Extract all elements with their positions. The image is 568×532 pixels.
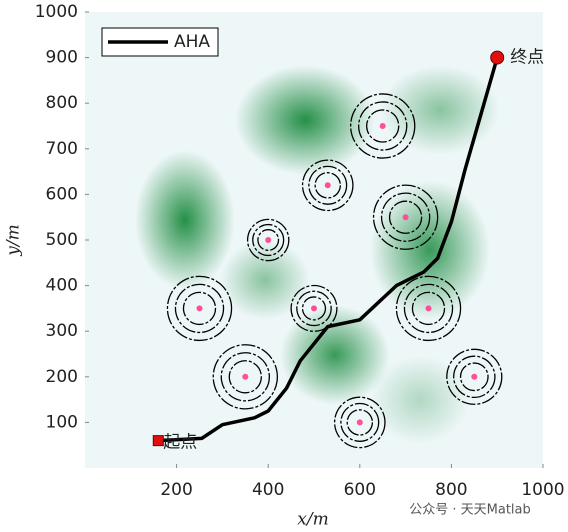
threat-ring	[346, 409, 374, 436]
threat-ring	[308, 165, 348, 205]
threat-ring	[246, 218, 290, 262]
threat-ring	[296, 290, 332, 327]
threat-center	[196, 305, 203, 312]
threat-ring	[366, 109, 400, 143]
legend-label: AHA	[174, 32, 210, 52]
y-tick-label: 900	[46, 48, 78, 68]
threat-ring	[446, 348, 503, 405]
threat-center	[402, 214, 409, 221]
y-tick-label: 1000	[35, 2, 78, 22]
threat-ring	[182, 291, 217, 326]
threat-ring	[257, 229, 280, 251]
threat-center	[471, 373, 478, 380]
annotation: 起点	[163, 433, 197, 453]
x-tick-label: 1000	[521, 480, 564, 500]
threat-ring	[340, 402, 380, 442]
marks	[158, 57, 503, 449]
y-tick-label: 800	[46, 93, 78, 113]
y-tick-label: 300	[46, 321, 78, 341]
terrain	[135, 65, 500, 445]
threat-ring	[453, 355, 496, 399]
threat-ring	[174, 283, 225, 334]
threat-center	[324, 182, 331, 189]
threat-center	[425, 305, 432, 312]
threat-ring	[395, 275, 462, 342]
threat-ring	[314, 172, 341, 199]
x-axis-label: x/m	[297, 510, 328, 530]
y-tick-label: 700	[46, 139, 78, 159]
threat-ring	[252, 223, 285, 257]
y-tick-label: 600	[46, 184, 78, 204]
threat-ring	[380, 192, 431, 242]
threat-ring	[290, 284, 338, 332]
path-line	[158, 57, 499, 443]
y-tick-label: 500	[46, 230, 78, 250]
threat-center	[356, 419, 363, 426]
threat-ring	[459, 362, 489, 392]
threat-ring	[333, 396, 386, 449]
annotation: 终点	[510, 48, 544, 68]
threat-ring	[212, 344, 279, 410]
threat-center	[379, 123, 386, 129]
start-marker	[152, 435, 164, 447]
threat-center	[265, 237, 272, 243]
threat-ring	[388, 200, 423, 234]
threat-ring	[403, 283, 454, 334]
y-tick-label: 100	[46, 412, 78, 432]
x-tick-label: 400	[252, 480, 284, 500]
threat-ring	[349, 93, 416, 159]
threat-center	[311, 305, 317, 312]
threat-ring	[220, 352, 270, 402]
threat-ring	[228, 360, 262, 394]
threat-ring	[358, 101, 408, 151]
watermark: 公众号 · 天天Matlab	[409, 503, 531, 518]
y-tick-label: 400	[46, 276, 78, 296]
x-tick-label: 600	[344, 480, 376, 500]
y-tick-label: 200	[46, 367, 78, 387]
end-marker	[490, 50, 505, 65]
x-tick-label: 200	[160, 480, 192, 500]
threat-ring	[166, 275, 233, 342]
threat-ring	[301, 296, 327, 321]
threat-ring	[301, 159, 354, 212]
threat-center	[242, 373, 249, 380]
threat-ring	[411, 291, 446, 326]
y-axis-label: y/m	[4, 224, 24, 256]
threat-ring	[372, 184, 439, 250]
x-tick-label: 800	[435, 480, 467, 500]
